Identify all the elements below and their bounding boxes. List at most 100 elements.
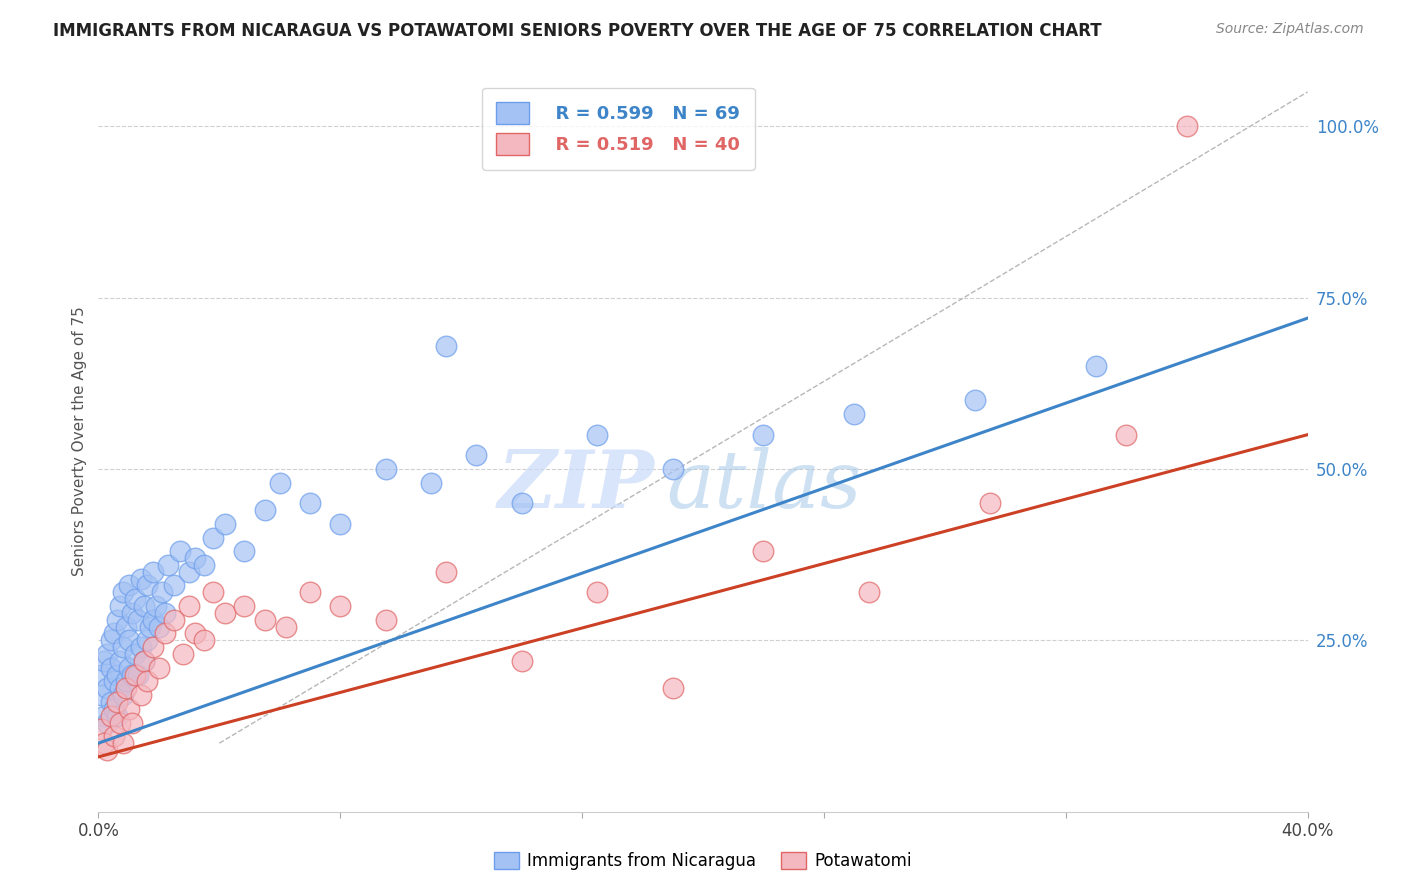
- Point: [135, 578, 157, 592]
- Point: [193, 633, 215, 648]
- Point: [93, 654, 115, 668]
- Point: [111, 736, 134, 750]
- Point: [103, 626, 125, 640]
- Point: [103, 674, 125, 689]
- Point: [90, 688, 112, 702]
- Point: [124, 592, 146, 607]
- Point: [434, 565, 457, 579]
- Point: [232, 599, 254, 613]
- Point: [1115, 427, 1137, 442]
- Point: [145, 599, 167, 613]
- Point: [108, 715, 131, 730]
- Point: [752, 427, 775, 442]
- Point: [139, 619, 162, 633]
- Point: [90, 667, 112, 681]
- Point: [100, 633, 122, 648]
- Point: [100, 661, 122, 675]
- Point: [142, 613, 165, 627]
- Point: [121, 606, 143, 620]
- Point: [114, 674, 136, 689]
- Point: [118, 578, 141, 592]
- Point: [150, 585, 173, 599]
- Point: [214, 606, 236, 620]
- Point: [118, 702, 141, 716]
- Point: [434, 338, 457, 352]
- Legend:   R = 0.599   N = 69,   R = 0.519   N = 40: R = 0.599 N = 69, R = 0.519 N = 40: [482, 87, 755, 169]
- Point: [135, 674, 157, 689]
- Point: [114, 681, 136, 696]
- Point: [135, 633, 157, 648]
- Point: [118, 633, 141, 648]
- Point: [202, 531, 225, 545]
- Point: [100, 695, 122, 709]
- Point: [118, 661, 141, 675]
- Point: [374, 613, 396, 627]
- Point: [420, 475, 443, 490]
- Point: [269, 475, 291, 490]
- Point: [299, 585, 322, 599]
- Point: [111, 640, 134, 655]
- Point: [510, 496, 533, 510]
- Point: [96, 715, 118, 730]
- Point: [586, 585, 609, 599]
- Y-axis label: Seniors Poverty Over the Age of 75: Seniors Poverty Over the Age of 75: [72, 307, 87, 576]
- Point: [132, 599, 155, 613]
- Point: [103, 702, 125, 716]
- Point: [184, 551, 207, 566]
- Point: [127, 613, 149, 627]
- Point: [510, 654, 533, 668]
- Point: [148, 661, 170, 675]
- Text: Source: ZipAtlas.com: Source: ZipAtlas.com: [1216, 22, 1364, 37]
- Point: [156, 558, 179, 572]
- Point: [153, 606, 176, 620]
- Point: [253, 613, 276, 627]
- Point: [858, 585, 880, 599]
- Point: [105, 667, 128, 681]
- Point: [96, 743, 118, 757]
- Point: [142, 640, 165, 655]
- Point: [96, 681, 118, 696]
- Text: atlas: atlas: [666, 447, 862, 524]
- Text: ZIP: ZIP: [498, 447, 655, 524]
- Legend: Immigrants from Nicaragua, Potawatomi: Immigrants from Nicaragua, Potawatomi: [488, 845, 918, 877]
- Point: [121, 715, 143, 730]
- Point: [752, 544, 775, 558]
- Point: [129, 572, 152, 586]
- Point: [129, 640, 152, 655]
- Point: [105, 695, 128, 709]
- Point: [329, 599, 352, 613]
- Point: [374, 462, 396, 476]
- Point: [214, 516, 236, 531]
- Point: [253, 503, 276, 517]
- Point: [172, 647, 194, 661]
- Point: [299, 496, 322, 510]
- Point: [965, 393, 987, 408]
- Point: [105, 613, 128, 627]
- Point: [111, 585, 134, 599]
- Point: [179, 599, 201, 613]
- Point: [193, 558, 215, 572]
- Point: [124, 647, 146, 661]
- Point: [148, 619, 170, 633]
- Point: [114, 619, 136, 633]
- Point: [979, 496, 1001, 510]
- Point: [844, 407, 866, 421]
- Point: [100, 708, 122, 723]
- Point: [93, 708, 115, 723]
- Point: [108, 681, 131, 696]
- Point: [127, 667, 149, 681]
- Point: [121, 667, 143, 681]
- Point: [124, 667, 146, 681]
- Point: [132, 654, 155, 668]
- Point: [108, 599, 131, 613]
- Point: [586, 427, 609, 442]
- Point: [111, 688, 134, 702]
- Point: [103, 729, 125, 743]
- Point: [129, 688, 152, 702]
- Point: [329, 516, 352, 531]
- Point: [132, 654, 155, 668]
- Point: [1175, 119, 1198, 133]
- Point: [163, 578, 186, 592]
- Point: [108, 654, 131, 668]
- Point: [169, 544, 191, 558]
